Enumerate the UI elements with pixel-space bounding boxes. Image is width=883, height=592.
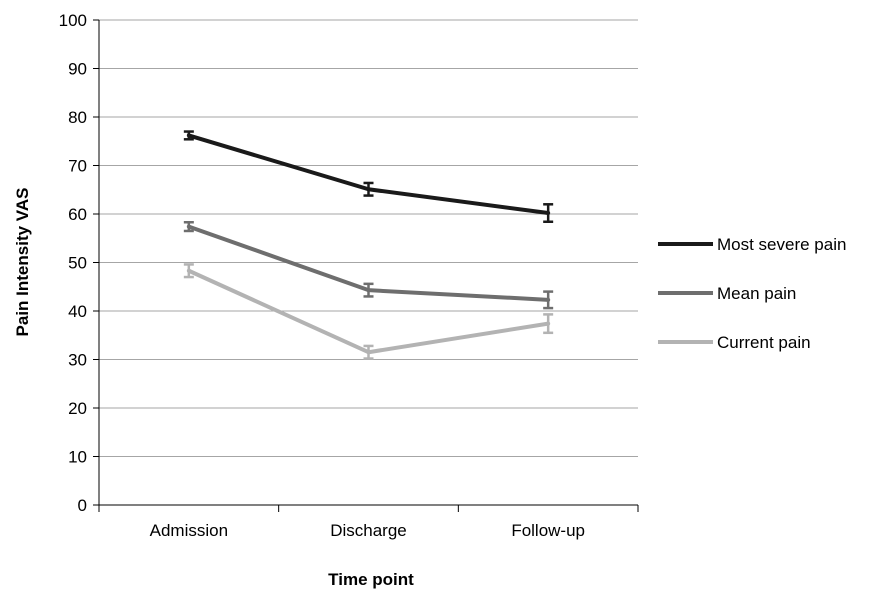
data-point xyxy=(366,350,371,355)
y-tick-label: 70 xyxy=(68,157,87,176)
x-tick-label: Follow-up xyxy=(511,521,585,540)
legend-label: Most severe pain xyxy=(717,235,846,254)
y-axis-title: Pain Intensity VAS xyxy=(13,188,32,337)
axes: 0 10 20 30 40 50 60 70 80 90 100 Admission Discharge… xyxy=(59,11,639,540)
x-tick-label: Admission xyxy=(150,521,228,540)
data-point xyxy=(546,211,551,216)
data-point xyxy=(186,268,191,273)
y-tick-label: 10 xyxy=(68,448,87,467)
y-tick-label: 20 xyxy=(68,399,87,418)
data-point xyxy=(366,187,371,192)
legend-label: Mean pain xyxy=(717,284,796,303)
series-most-severe-pain xyxy=(183,130,554,224)
legend-label: Current pain xyxy=(717,333,811,352)
series-current-pain xyxy=(183,263,554,360)
y-tick-label: 100 xyxy=(59,11,87,30)
data-point xyxy=(186,133,191,138)
data-point xyxy=(186,224,191,229)
legend: Most severe pain Mean pain Current pain xyxy=(658,235,846,352)
data-point xyxy=(546,297,551,302)
series-line xyxy=(188,133,549,216)
x-axis-title: Time point xyxy=(328,570,414,589)
y-tick-label: 30 xyxy=(68,351,87,370)
x-tick-label: Discharge xyxy=(330,521,407,540)
gridlines xyxy=(99,19,638,457)
y-tick-label: 0 xyxy=(78,496,87,515)
legend-item: Most severe pain xyxy=(658,235,846,254)
y-tick-label: 80 xyxy=(68,108,87,127)
y-tick-label: 60 xyxy=(68,205,87,224)
legend-item: Mean pain xyxy=(658,284,796,303)
y-tick-label: 90 xyxy=(68,60,87,79)
y-tick-label: 40 xyxy=(68,302,87,321)
legend-item: Current pain xyxy=(658,333,811,352)
series-mean-pain xyxy=(183,220,554,310)
data-point xyxy=(546,321,551,326)
data-point xyxy=(366,288,371,293)
y-tick-label: 50 xyxy=(68,254,87,273)
series xyxy=(183,130,554,360)
